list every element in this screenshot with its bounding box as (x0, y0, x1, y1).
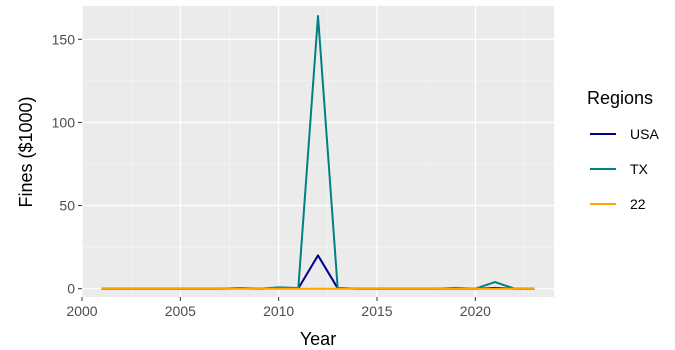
series-lines (101, 14, 535, 290)
y-tick-label: 0 (67, 281, 75, 297)
y-tick-label: 150 (52, 31, 76, 47)
y-axis-title: Fines ($1000) (16, 96, 36, 207)
legend-label-tx: TX (630, 161, 649, 177)
x-axis-title: Year (300, 329, 336, 349)
y-tick-label: 50 (59, 198, 75, 214)
y-tick-labels: 0 50 100 150 (52, 31, 76, 296)
plot-panel (82, 6, 554, 297)
x-tick-label: 2000 (66, 303, 97, 319)
minor-grid (82, 6, 554, 297)
legend-label-usa: USA (630, 126, 659, 142)
x-tick-labels: 2000 2005 2010 2015 2020 (66, 303, 491, 319)
legend-label-22: 22 (630, 196, 646, 212)
legend-title: Regions (587, 88, 653, 108)
x-tick-label: 2005 (165, 303, 196, 319)
x-tick-label: 2020 (460, 303, 491, 319)
y-tick-label: 100 (52, 114, 76, 130)
legend: Regions USA TX 22 (587, 88, 659, 212)
axis-ticks (78, 38, 476, 301)
x-tick-label: 2010 (263, 303, 294, 319)
x-tick-label: 2015 (361, 303, 392, 319)
